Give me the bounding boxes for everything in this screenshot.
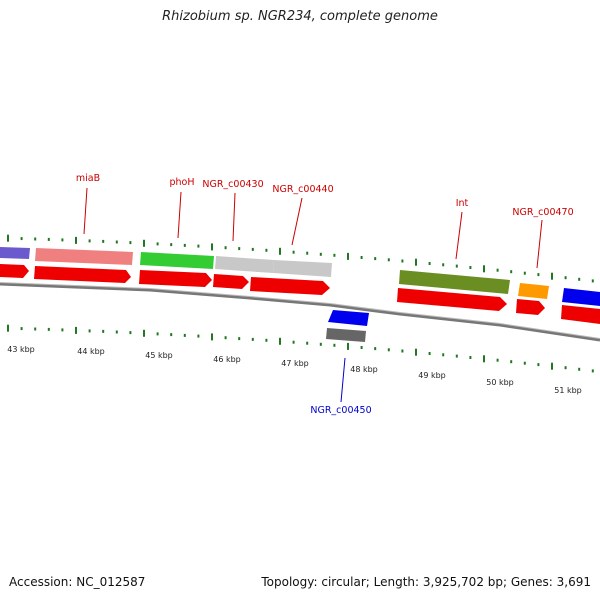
leader-NGR_c00430 bbox=[232, 192, 236, 242]
kbp-labels: 43 kbp 44 kbp 45 kbp 46 kbp 47 kbp 48 kb… bbox=[7, 345, 582, 395]
gene-NGR_c00470[interactable] bbox=[518, 283, 549, 299]
label-NGR_c00430[interactable]: NGR_c00430 bbox=[202, 179, 263, 190]
gene-next[interactable] bbox=[562, 288, 600, 306]
label-NGR_c00470[interactable]: NGR_c00470 bbox=[512, 207, 573, 218]
leader-int bbox=[455, 211, 463, 260]
label-NGR_c00450[interactable]: NGR_c00450 bbox=[310, 405, 371, 416]
outer-ticks bbox=[7, 234, 594, 283]
genome-summary-text: Topology: circular; Length: 3,925,702 bp… bbox=[261, 575, 591, 589]
gene-phoH[interactable] bbox=[140, 252, 214, 269]
leader-NGR_c00470 bbox=[536, 219, 543, 269]
cds-arrow-miaB[interactable] bbox=[34, 266, 131, 283]
label-leaders bbox=[83, 187, 543, 403]
genome-backbone-highlight bbox=[0, 282, 600, 339]
gene-miaB[interactable] bbox=[35, 248, 133, 265]
kbp-label-48: 48 kbp bbox=[350, 365, 378, 374]
cds-arrow-NGR_c00440[interactable] bbox=[250, 277, 330, 295]
kbp-label-43: 43 kbp bbox=[7, 345, 35, 354]
cds-arrow-NGR_c00450[interactable] bbox=[326, 328, 366, 342]
gene-NGR_c00450[interactable] bbox=[328, 310, 369, 326]
kbp-label-47: 47 kbp bbox=[281, 359, 309, 368]
leader-NGR_c00450 bbox=[340, 357, 346, 403]
kbp-label-44: 44 kbp bbox=[77, 347, 105, 356]
cds-arrow-int[interactable] bbox=[397, 288, 507, 311]
cds-arrow-prev[interactable] bbox=[0, 264, 29, 278]
cds-arrows bbox=[0, 264, 600, 342]
gene-features bbox=[0, 247, 600, 326]
kbp-label-49: 49 kbp bbox=[418, 371, 446, 380]
kbp-label-46: 46 kbp bbox=[213, 355, 241, 364]
cds-arrow-phoH[interactable] bbox=[139, 270, 212, 287]
leader-miaB bbox=[83, 187, 88, 235]
leader-phoH bbox=[177, 191, 182, 239]
kbp-label-45: 45 kbp bbox=[145, 351, 173, 360]
map-title: Rhizobium sp. NGR234, complete genome bbox=[162, 9, 438, 24]
gene-NGR_c00430[interactable] bbox=[215, 256, 274, 273]
genome-backbone bbox=[0, 282, 600, 342]
label-NGR_c00440[interactable]: NGR_c00440 bbox=[272, 184, 333, 195]
cds-arrow-next[interactable] bbox=[561, 305, 600, 324]
inner-ticks bbox=[7, 324, 594, 373]
label-phoH[interactable]: phoH bbox=[169, 177, 194, 188]
cds-arrow-NGR_c00470[interactable] bbox=[516, 299, 545, 315]
gene-NGR_c00440[interactable] bbox=[273, 260, 332, 277]
kbp-label-50: 50 kbp bbox=[486, 378, 514, 387]
label-int[interactable]: Int bbox=[456, 198, 469, 209]
leader-NGR_c00440 bbox=[291, 197, 303, 246]
accession-text: Accession: NC_012587 bbox=[9, 575, 146, 589]
gene-int[interactable] bbox=[399, 270, 510, 294]
label-miaB[interactable]: miaB bbox=[76, 173, 100, 184]
gene-prev[interactable] bbox=[0, 247, 30, 259]
kbp-label-51: 51 kbp bbox=[554, 386, 582, 395]
gene-labels: miaB phoH NGR_c00430 NGR_c00440 NGR_c004… bbox=[76, 173, 574, 416]
cds-arrow-NGR_c00430[interactable] bbox=[213, 274, 249, 289]
